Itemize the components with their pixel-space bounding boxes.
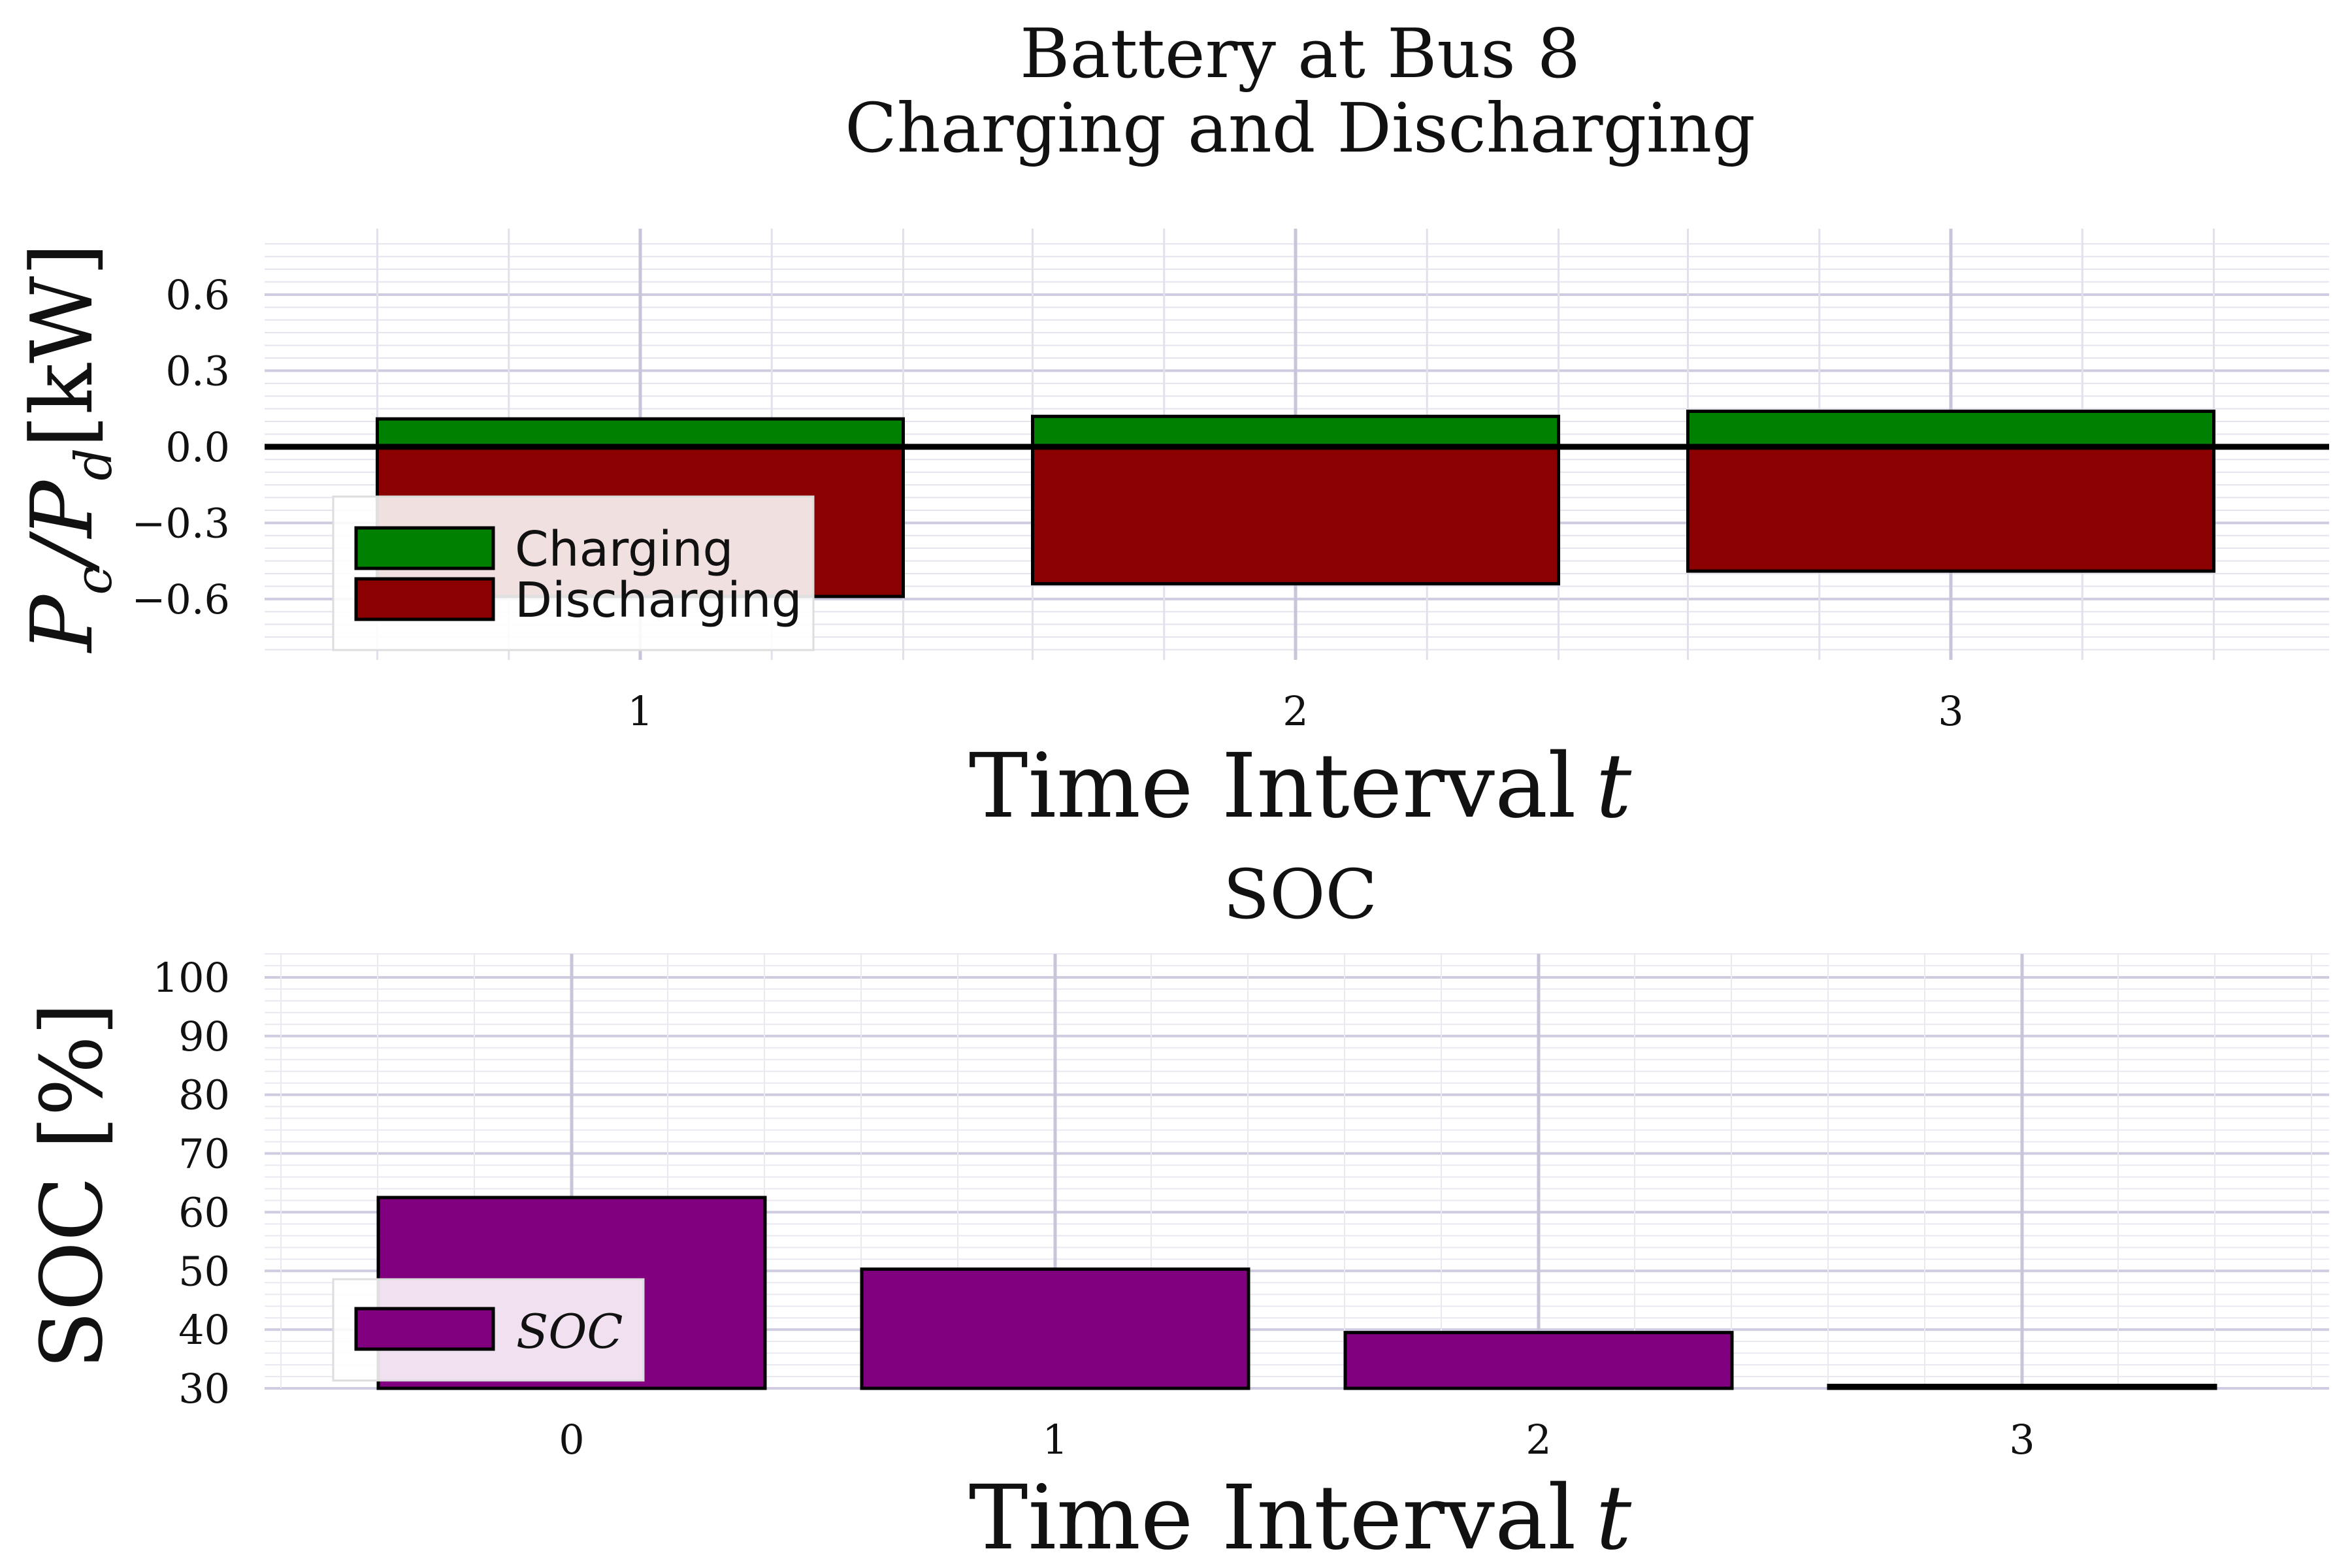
chart2-bars [376, 1196, 2217, 1390]
y-tick-label: 0.0 [165, 423, 230, 471]
x-tick-label: 2 [1526, 1416, 1551, 1463]
legend-soc-swatch [354, 1307, 495, 1351]
chart2-grid [265, 953, 2329, 1390]
chart2-x-axis-label-text: Time Interval [969, 1467, 1576, 1568]
bar-charging-2 [1031, 414, 1560, 449]
legend-discharging-label: Discharging [515, 572, 802, 629]
bar-soc-1 [860, 1267, 1250, 1390]
ylabel-p1: P [12, 593, 112, 653]
chart1-x-ticks: 1 2 3 [627, 687, 1963, 735]
chart2-y-ticks: 30 40 50 60 70 80 90 100 [153, 954, 230, 1413]
bar-charging-3 [1686, 410, 2215, 449]
legend-charging-label: Charging [515, 521, 733, 578]
y-tick-label: −0.6 [131, 576, 230, 623]
y-tick-label: 40 [178, 1306, 230, 1354]
chart2-legend: SOC [332, 1278, 645, 1382]
y-tick-label: 70 [178, 1130, 230, 1178]
y-tick-label: 60 [178, 1188, 230, 1236]
y-tick-label: 50 [178, 1247, 230, 1295]
bar-discharging-2 [1031, 445, 1560, 586]
chart1-bars [376, 410, 2215, 598]
legend-discharging-swatch [354, 577, 495, 621]
chart1-title-line2: Charging and Discharging [845, 88, 1756, 168]
chart1-legend-box [332, 495, 815, 651]
chart2-x-axis-label: Time Interval t [969, 1467, 1632, 1568]
chart1-x-axis-label-text: Time Interval [969, 735, 1576, 838]
chart2-y-axis-label: SOC [%] [22, 1002, 122, 1369]
chart1-x-axis-label: Time Interval t [969, 735, 1632, 838]
chart1-y-axis-label: Pc/Pd[kW] [12, 243, 123, 653]
chart1-y-ticks: −0.6 −0.3 0.0 0.3 0.6 [131, 271, 230, 623]
ylabel-unit: [kW] [12, 243, 112, 448]
x-tick-label: 3 [2009, 1416, 2034, 1463]
x-tick-label: 2 [1282, 687, 1308, 735]
ylabel-p2: P [12, 479, 112, 539]
legend-soc-label: SOC [516, 1304, 623, 1359]
chart2-x-ticks: 0 1 2 3 [559, 1416, 2034, 1463]
y-tick-label: 100 [153, 954, 230, 1002]
bar-charging-1 [376, 417, 905, 449]
x-tick-label: 1 [627, 687, 653, 735]
ylabel-s2: d [65, 448, 123, 481]
chart-charging-discharging: Battery at Bus 8 Charging and Dischargin… [12, 14, 2329, 838]
bar-discharging-3 [1686, 445, 2215, 573]
y-tick-label: 90 [178, 1013, 230, 1060]
chart-soc: SOC 30 40 50 60 70 80 90 100 0 1 2 3 SOC Time Inte… [22, 855, 2329, 1568]
bar-soc-3 [1827, 1384, 2217, 1390]
y-tick-label: 30 [178, 1365, 230, 1413]
x-tick-label: 1 [1042, 1416, 1068, 1463]
chart1-title-line1: Battery at Bus 8 [1020, 14, 1580, 93]
x-tick-label: 0 [559, 1416, 584, 1463]
bar-soc-2 [1343, 1331, 1734, 1390]
y-tick-label: 80 [178, 1071, 230, 1119]
chart2-title: SOC [1223, 855, 1377, 934]
chart1-legend: Charging Discharging [332, 495, 815, 651]
x-tick-label: 3 [1938, 687, 1963, 735]
y-tick-label: 0.6 [165, 271, 230, 319]
y-tick-label: 0.3 [165, 347, 230, 395]
legend-charging-swatch [354, 526, 495, 570]
y-tick-label: −0.3 [131, 499, 230, 547]
ylabel-s1: c [65, 566, 123, 595]
